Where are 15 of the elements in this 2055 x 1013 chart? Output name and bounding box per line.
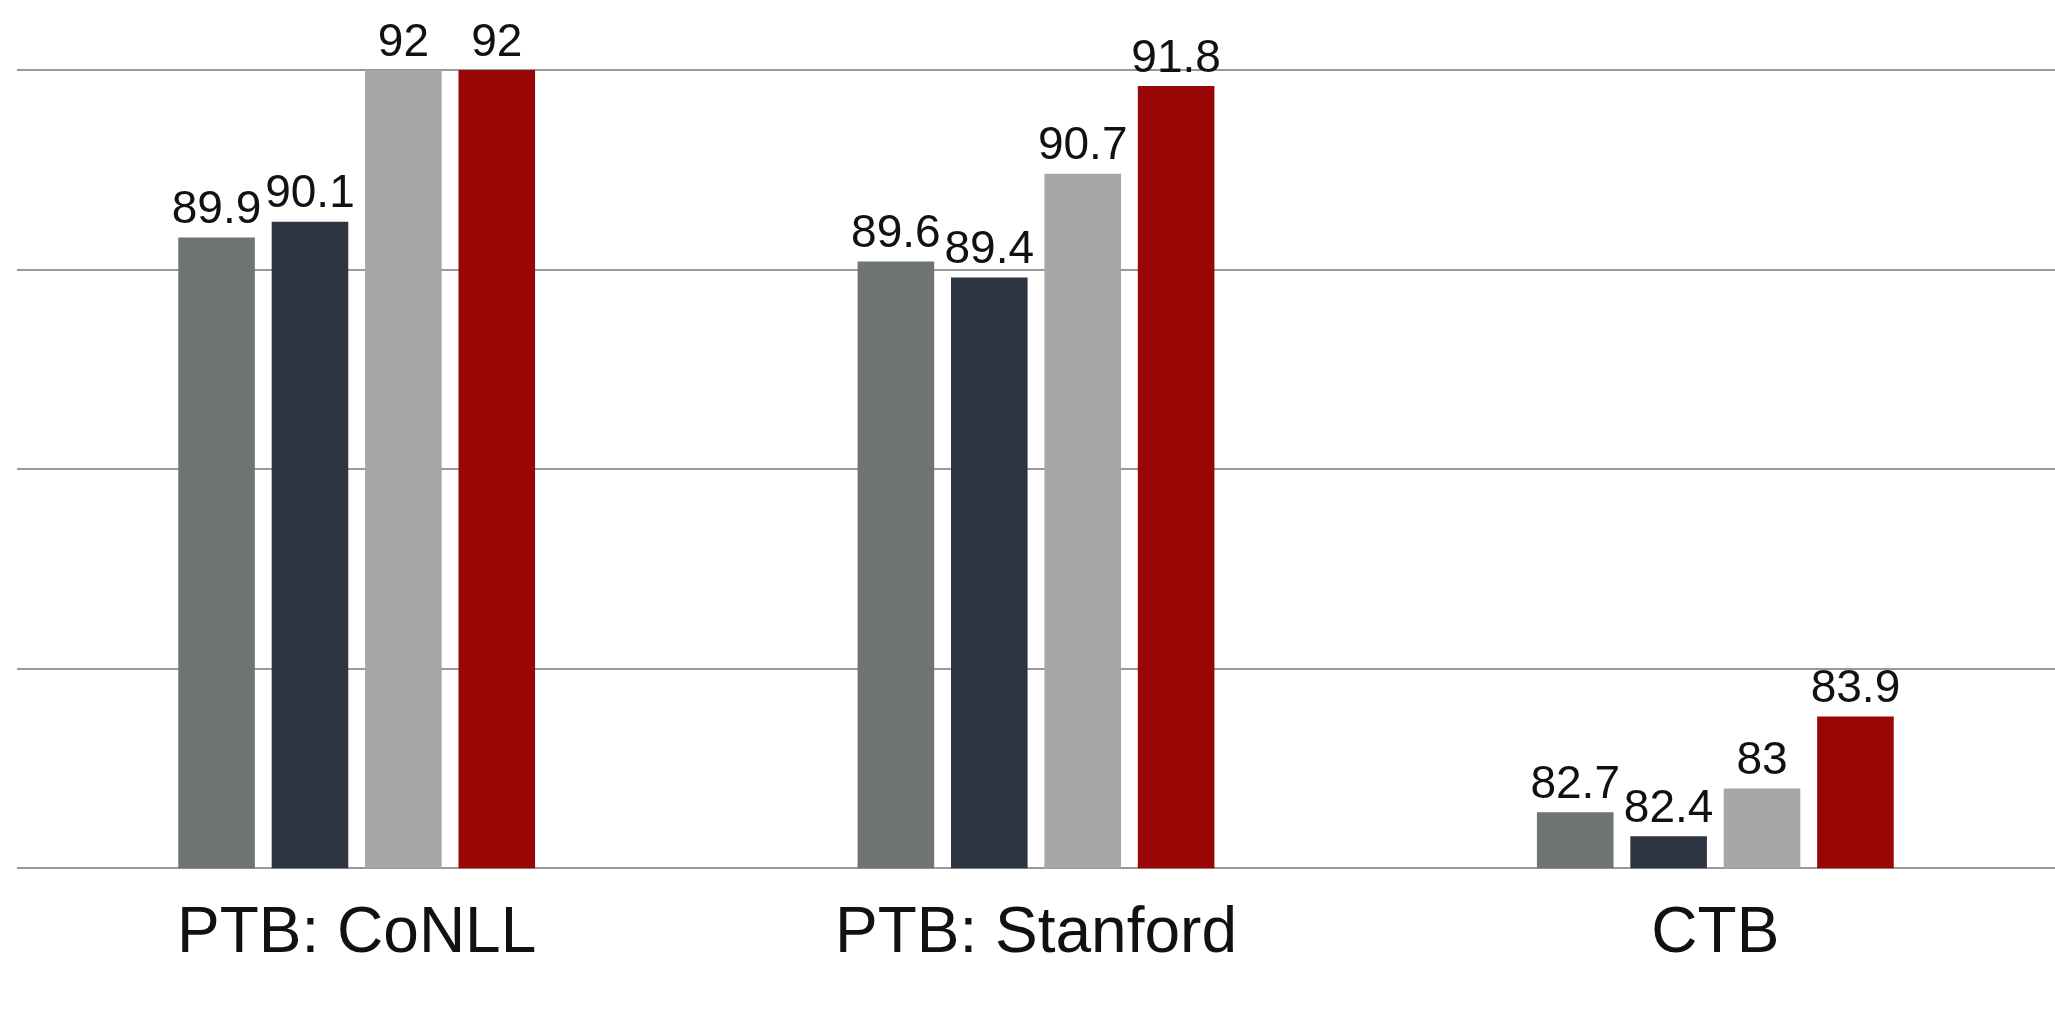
data-label: 89.9 <box>171 181 262 234</box>
data-label: 92 <box>377 13 429 66</box>
data-label: 83 <box>1736 732 1788 785</box>
data-label: 89.6 <box>851 205 941 258</box>
data-label: 90.1 <box>265 165 355 218</box>
data-label: 82.4 <box>1623 779 1714 832</box>
data-label: 82.7 <box>1530 756 1620 809</box>
data-label: 90.7 <box>1037 117 1128 170</box>
data-label: 89.4 <box>944 221 1035 274</box>
x-tick-label: PTB: Stanford <box>835 894 1237 967</box>
x-tick-label: CTB <box>1651 894 1780 967</box>
x-tick-label: PTB: CoNLL <box>177 894 537 967</box>
data-label: 92 <box>471 13 523 66</box>
data-label: 91.8 <box>1131 29 1221 82</box>
data-label: 83.9 <box>1810 660 1901 713</box>
